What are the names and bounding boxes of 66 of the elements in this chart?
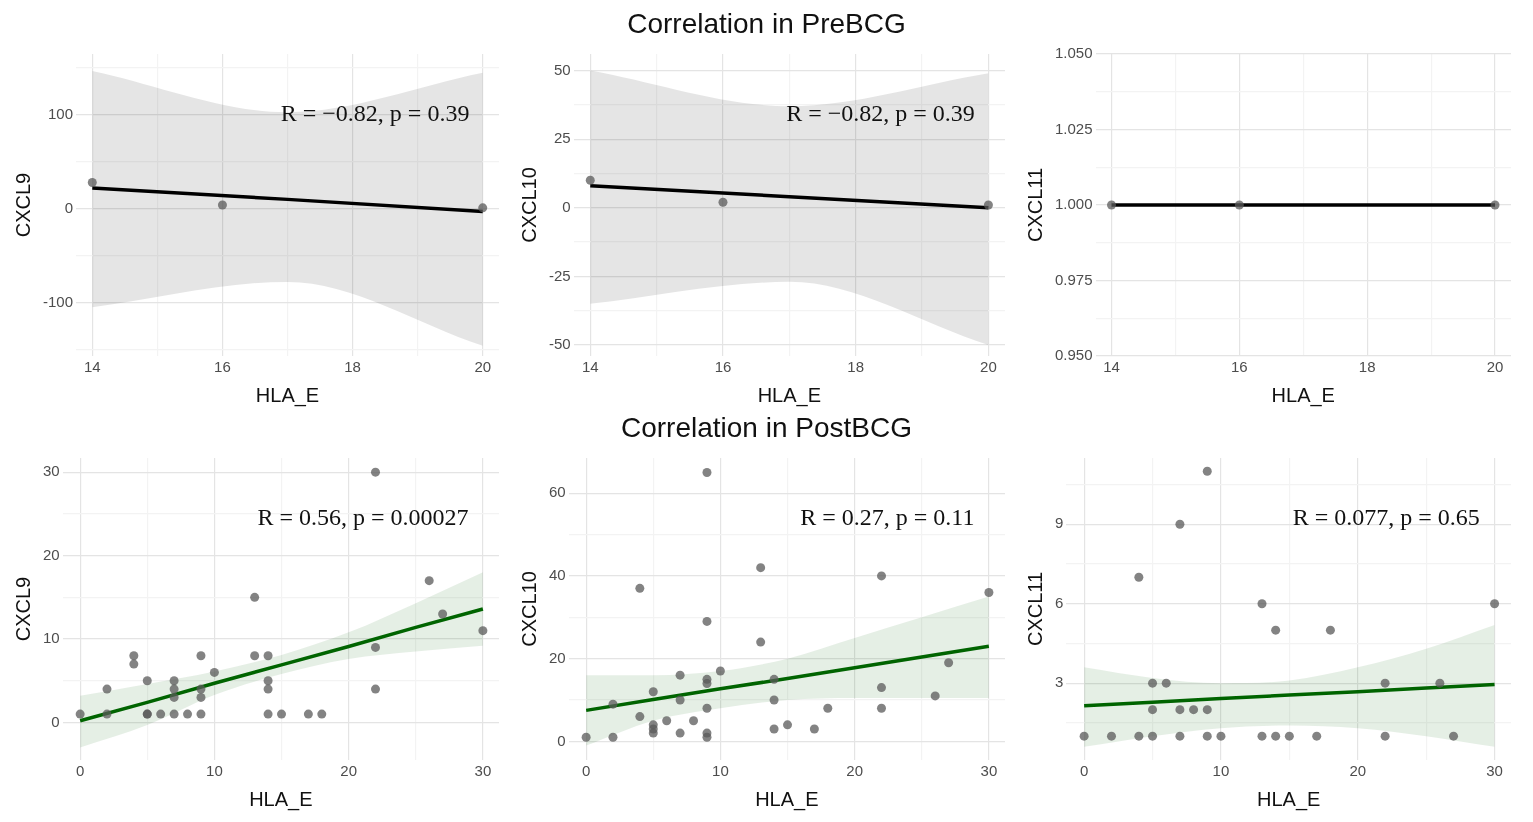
y-tick-label: 25 — [553, 129, 571, 147]
x-tick-label: 20 — [846, 762, 863, 780]
x-axis-title: HLA_E — [255, 383, 320, 407]
x-tick-label: 0 — [75, 762, 85, 780]
x-tick-label: 30 — [980, 762, 998, 780]
y-tick-label: 6 — [1055, 593, 1064, 611]
x-tick-label: 20 — [340, 762, 357, 780]
y-tick-label: 50 — [553, 60, 571, 78]
x-tick-label: 18 — [344, 358, 361, 376]
y-axis-title: CXCL11 — [1023, 167, 1046, 243]
y-tick-label: 0.975 — [1054, 270, 1093, 288]
y-tick-label: 60 — [549, 483, 566, 501]
annotation: R = 0.077, p = 0.65 — [1292, 503, 1480, 530]
y-axis-title: CXCL10 — [517, 571, 540, 647]
x-axis-title: HLA_E — [1256, 787, 1321, 811]
y-tick-label: 0.950 — [1054, 346, 1093, 364]
x-tick-label: 16 — [1231, 358, 1248, 376]
y-tick-label: 0 — [557, 731, 566, 749]
y-tick-label: 40 — [549, 566, 566, 584]
x-tick-label: 20 — [474, 358, 492, 376]
x-tick-label: 14 — [83, 358, 101, 376]
x-tick-label: 10 — [712, 762, 729, 780]
annotation: R = −0.82, p = 0.39 — [280, 99, 470, 126]
y-tick-label: 100 — [47, 105, 74, 123]
x-tick-label: 20 — [1349, 762, 1367, 780]
x-tick-label: 30 — [474, 762, 492, 780]
y-tick-label: 20 — [549, 648, 566, 666]
y-axis-title: CXCL9 — [11, 576, 34, 642]
y-tick-label: 1.000 — [1054, 195, 1093, 213]
y-tick-label: -50 — [548, 335, 571, 353]
x-tick-label: 18 — [847, 358, 865, 376]
annotation: R = −0.82, p = 0.39 — [786, 99, 975, 126]
y-axis-title: CXCL11 — [1023, 571, 1046, 647]
y-axis-title: CXCL10 — [517, 167, 540, 243]
y-tick-label: 9 — [1055, 514, 1064, 532]
x-axis-title: HLA_E — [755, 787, 819, 811]
y-tick-label: 0 — [64, 198, 74, 216]
y-tick-label: 20 — [43, 545, 60, 563]
x-tick-label: 18 — [1358, 358, 1376, 376]
x-axis-title: HLA_E — [757, 383, 822, 407]
x-tick-label: 10 — [1212, 762, 1230, 780]
y-tick-label: 3 — [1055, 673, 1064, 691]
x-axis-title: HLA_E — [249, 787, 313, 811]
y-tick-label: 0 — [51, 712, 60, 730]
x-tick-label: 16 — [714, 358, 732, 376]
y-axis-title: CXCL9 — [11, 172, 34, 238]
y-tick-label: 0 — [562, 197, 571, 215]
x-tick-label: 16 — [214, 358, 231, 376]
x-tick-label: 14 — [581, 358, 599, 376]
annotation: R = 0.56, p = 0.00027 — [257, 503, 469, 530]
chart-title: Correlation in PostBCG — [620, 412, 913, 445]
annotation: R = 0.27, p = 0.11 — [800, 503, 975, 530]
y-tick-label: 10 — [43, 629, 60, 647]
x-tick-label: 30 — [1486, 762, 1503, 780]
y-tick-label: -25 — [548, 266, 571, 284]
chart-title: Correlation in PreBCG — [626, 8, 907, 41]
y-tick-label: 1.050 — [1054, 44, 1093, 62]
x-tick-label: 0 — [581, 762, 591, 780]
x-tick-label: 20 — [1486, 358, 1504, 376]
x-tick-label: 20 — [980, 358, 997, 376]
x-tick-label: 10 — [206, 762, 223, 780]
y-tick-label: 1.025 — [1054, 119, 1093, 137]
y-tick-label: 30 — [43, 462, 60, 480]
y-tick-label: -100 — [42, 292, 74, 310]
x-tick-label: 14 — [1103, 358, 1120, 376]
x-axis-title: HLA_E — [1271, 383, 1335, 407]
